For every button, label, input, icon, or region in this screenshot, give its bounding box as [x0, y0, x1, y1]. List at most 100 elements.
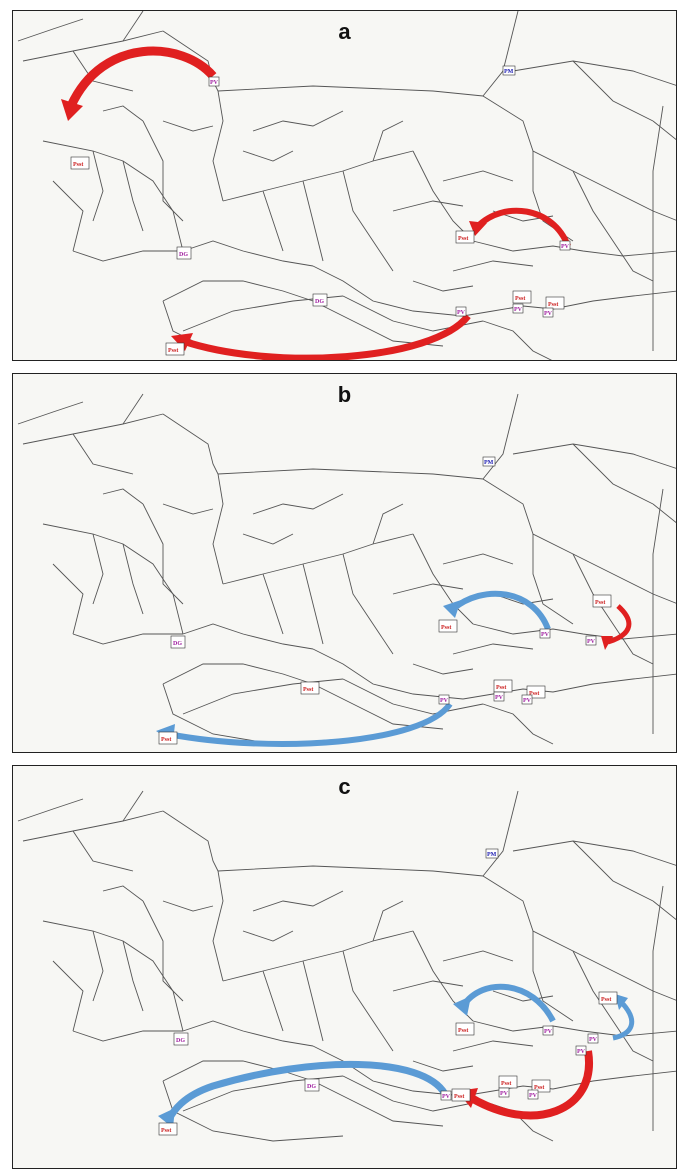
node-pv: PV [527, 1089, 539, 1100]
flow-arrowhead-a-3 [171, 333, 193, 351]
svg-text:Psst: Psst [303, 687, 313, 693]
svg-text:PV: PV [529, 1093, 538, 1099]
svg-text:PV: PV [523, 698, 532, 704]
node-psst: Psst [438, 619, 458, 633]
panel-label: b [337, 382, 352, 407]
svg-text:Psst: Psst [496, 685, 506, 691]
svg-text:PV: PV [544, 1029, 553, 1035]
node-psst: Psst [165, 342, 185, 356]
node-psst: Psst [158, 731, 178, 745]
node-psst: Psst [531, 1079, 551, 1093]
svg-text:PV: PV [577, 1049, 586, 1055]
flow-arrowhead-a-1 [61, 99, 83, 121]
node-pv: PV [575, 1045, 587, 1056]
panel-label: a [338, 19, 351, 44]
node-psst: Psst [455, 230, 475, 244]
svg-text:PV: PV [210, 80, 219, 86]
svg-text:PV: PV [442, 1094, 451, 1100]
svg-text:PV: PV [457, 310, 466, 316]
panel-b-network: PM Psst Psst PV PV DG Psst PV Psst PV Ps… [17, 393, 676, 747]
svg-text:PV: PV [544, 311, 553, 317]
svg-text:Psst: Psst [458, 236, 468, 242]
svg-text:DG: DG [176, 1038, 185, 1044]
svg-text:Psst: Psst [548, 302, 558, 308]
svg-text:PM: PM [504, 69, 514, 75]
panel-a-network: PV PM Psst DG Psst PV DG PV Psst PV Psst… [17, 11, 676, 360]
node-psst: Psst [455, 1022, 475, 1036]
flow-arrow-b-1 [451, 590, 551, 631]
flow-arrow-a-2 [475, 207, 571, 248]
node-dg: DG [173, 1032, 189, 1046]
panel-label: c [338, 774, 351, 799]
node-psst: Psst [598, 991, 618, 1005]
node-pv: PV [542, 1025, 554, 1036]
svg-text:DG: DG [173, 641, 182, 647]
flow-arrow-a-1 [66, 46, 217, 108]
svg-text:Psst: Psst [529, 691, 539, 697]
node-psst: Psst [545, 296, 565, 310]
svg-text:DG: DG [307, 1084, 316, 1090]
flow-arrowhead-b-3 [601, 636, 613, 650]
svg-text:DG: DG [179, 252, 188, 258]
node-pv: PV [521, 694, 533, 705]
svg-text:Psst: Psst [501, 1081, 511, 1087]
node-psst: Psst [451, 1088, 471, 1102]
panel-a: PV PM Psst DG Psst PV DG PV Psst PV Psst… [12, 10, 677, 361]
flow-arrowhead-c-1 [453, 996, 471, 1016]
node-pv: PV [539, 628, 551, 639]
node-pm: PM [502, 65, 516, 76]
node-pv: PV [438, 694, 450, 705]
flow-arrowhead-b-1 [443, 600, 461, 618]
node-psst: Psst [592, 594, 612, 608]
node-pv: PV [440, 1090, 452, 1101]
svg-text:PV: PV [587, 639, 596, 645]
panel-c-network: PM Psst Psst PV PV PV DG DG PV Psst Psst… [17, 790, 676, 1142]
svg-text:Psst: Psst [168, 348, 178, 354]
flow-arrow-b-2 [167, 702, 453, 747]
flow-arrow-c-3 [164, 1060, 449, 1123]
node-psst: Psst [512, 290, 532, 304]
svg-text:PM: PM [487, 852, 497, 858]
node-psst: Psst [493, 679, 513, 693]
svg-text:DG: DG [315, 299, 324, 305]
svg-text:Psst: Psst [73, 162, 83, 168]
svg-text:PV: PV [541, 632, 550, 638]
flow-arrow-c-4 [465, 1050, 594, 1120]
svg-text:PV: PV [561, 244, 570, 250]
node-pv: PV [455, 306, 467, 317]
svg-text:Psst: Psst [595, 600, 605, 606]
panel-c: PM Psst Psst PV PV PV DG DG PV Psst Psst… [12, 765, 677, 1169]
node-pv: PV [512, 303, 524, 314]
svg-text:PV: PV [500, 1091, 509, 1097]
svg-text:Psst: Psst [454, 1094, 464, 1100]
svg-text:Psst: Psst [534, 1085, 544, 1091]
node-pm: PM [485, 848, 499, 859]
node-psst: Psst [300, 681, 320, 695]
panel-b: PM Psst Psst PV PV DG Psst PV Psst PV Ps… [12, 373, 677, 753]
flow-arrowhead-c-2 [615, 994, 628, 1010]
svg-text:Psst: Psst [441, 625, 451, 631]
node-psst: Psst [498, 1075, 518, 1089]
node-pm: PM [482, 456, 496, 467]
node-pv: PV [542, 307, 554, 318]
flow-arrow-c-2 [612, 1002, 635, 1041]
flow-arrow-c-1 [460, 983, 556, 1023]
svg-text:Psst: Psst [515, 296, 525, 302]
flow-arrow-b-3 [607, 604, 632, 645]
svg-text:PV: PV [440, 698, 449, 704]
node-dg: DG [170, 635, 186, 649]
svg-text:Psst: Psst [601, 997, 611, 1003]
svg-text:Psst: Psst [161, 1128, 171, 1134]
svg-text:Psst: Psst [458, 1028, 468, 1034]
node-pv: PV [208, 76, 220, 87]
node-dg: DG [304, 1078, 320, 1092]
node-pv: PV [559, 240, 571, 251]
svg-text:Psst: Psst [161, 737, 171, 743]
svg-text:PV: PV [589, 1037, 598, 1043]
node-psst: Psst [70, 156, 90, 170]
flow-arrow-a-3 [181, 313, 471, 360]
svg-text:PM: PM [484, 460, 494, 466]
node-pv: PV [587, 1033, 599, 1044]
svg-text:PV: PV [495, 695, 504, 701]
node-dg: DG [176, 246, 192, 260]
